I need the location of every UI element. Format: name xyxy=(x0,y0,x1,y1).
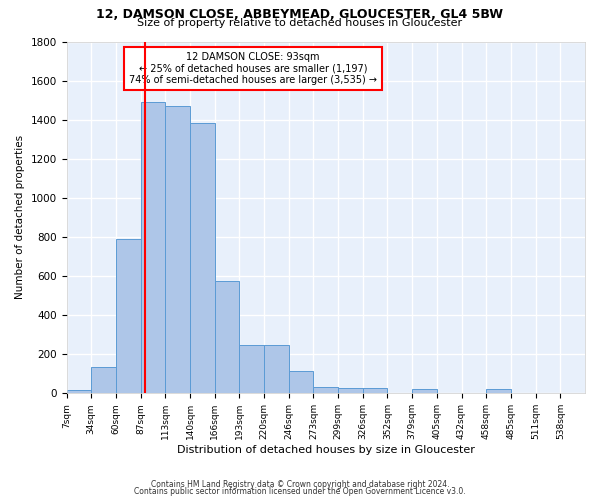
Y-axis label: Number of detached properties: Number of detached properties xyxy=(15,136,25,300)
Text: 12, DAMSON CLOSE, ABBEYMEAD, GLOUCESTER, GL4 5BW: 12, DAMSON CLOSE, ABBEYMEAD, GLOUCESTER,… xyxy=(97,8,503,20)
Bar xyxy=(239,346,264,394)
Bar xyxy=(338,388,363,394)
Bar xyxy=(190,122,215,394)
Bar xyxy=(313,386,338,394)
Text: 12 DAMSON CLOSE: 93sqm
← 25% of detached houses are smaller (1,197)
74% of semi-: 12 DAMSON CLOSE: 93sqm ← 25% of detached… xyxy=(129,52,377,86)
Text: Contains public sector information licensed under the Open Government Licence v3: Contains public sector information licen… xyxy=(134,487,466,496)
Bar xyxy=(165,106,190,394)
Bar xyxy=(486,390,511,394)
Text: Size of property relative to detached houses in Gloucester: Size of property relative to detached ho… xyxy=(137,18,463,28)
Bar xyxy=(116,239,140,394)
Text: Contains HM Land Registry data © Crown copyright and database right 2024.: Contains HM Land Registry data © Crown c… xyxy=(151,480,449,489)
Bar xyxy=(140,102,165,394)
Bar xyxy=(215,281,239,394)
Bar xyxy=(264,346,289,394)
X-axis label: Distribution of detached houses by size in Gloucester: Distribution of detached houses by size … xyxy=(177,445,475,455)
Bar xyxy=(91,367,116,394)
Bar xyxy=(412,390,437,394)
Bar xyxy=(363,388,388,394)
Bar xyxy=(289,371,313,394)
Bar xyxy=(67,390,91,394)
